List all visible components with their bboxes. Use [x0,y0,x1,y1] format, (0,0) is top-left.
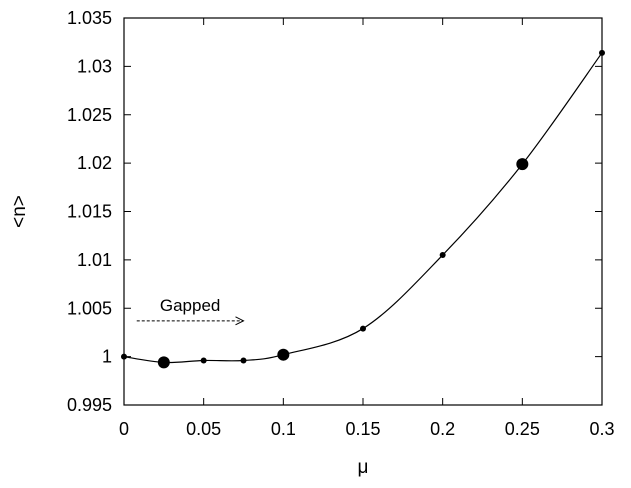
data-point-large [516,158,529,171]
data-point-small [599,49,605,56]
annotation-group: Gapped [136,296,245,326]
y-tick-label: 1.035 [67,8,112,28]
x-tick-label: 0.2 [430,419,455,439]
annotation-label: Gapped [160,296,221,315]
data-point-small [360,325,366,332]
data-point-small [240,357,247,364]
y-tick-label: 1.02 [77,153,112,173]
y-tick-label: 1 [102,347,112,367]
data-point-large [157,356,170,369]
series-line [123,52,603,364]
x-tick-label: 0.3 [589,419,614,439]
markers-group [121,49,605,369]
y-tick-label: 1.015 [67,202,112,222]
y-tick-label: 1.025 [67,105,112,125]
data-point-small [121,353,127,360]
x-tick-label: 0 [119,419,129,439]
data-point-small [439,252,446,259]
x-tick-label: 0.05 [186,419,221,439]
y-tick-label: 0.995 [67,395,112,415]
y-tick-label: 1.005 [67,298,112,318]
x-tick-label: 0.15 [345,419,380,439]
ticks-group [123,17,603,406]
tick-labels-group: 0 0.05 0.1 0.15 0.2 0.25 0.3 0.995 1 1.005 1.01 1.0… [67,8,615,439]
y-tick-label: 1.03 [77,56,112,76]
data-point-large [277,348,290,361]
x-axis-label: μ [358,457,369,478]
plot-frame [123,17,603,406]
data-point-small [200,357,207,364]
y-tick-label: 1.01 [77,250,112,270]
y-axis-label: <n> [9,195,30,228]
x-tick-label: 0.25 [505,419,540,439]
x-tick-label: 0.1 [271,419,296,439]
annotation-arrowhead [235,316,245,326]
